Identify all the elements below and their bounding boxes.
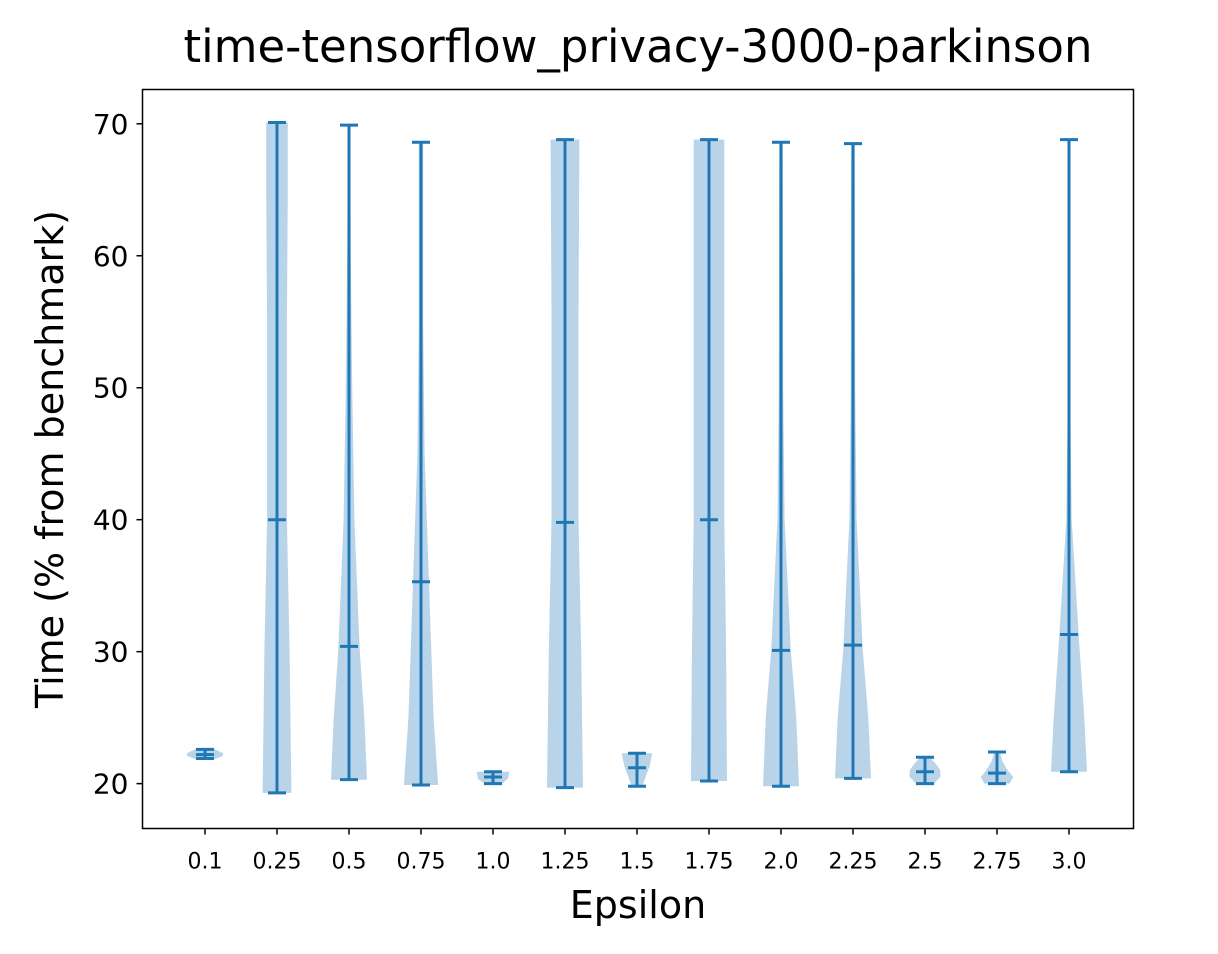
violin-1.5: [621, 751, 653, 788]
chart-title: time-tensorflow_privacy-3000-parkinson: [184, 20, 1093, 73]
x-tick-label: 3.0: [1052, 850, 1087, 875]
x-tick-label: 2.5: [908, 850, 943, 875]
x-tick-label: 0.75: [397, 850, 446, 875]
plot-frame: [141, 88, 1135, 830]
violin-2.75: [980, 750, 1014, 786]
violin-0.25: [262, 120, 292, 795]
x-tick-label: 2.0: [764, 850, 799, 875]
y-tick-label: 60: [93, 240, 129, 273]
y-tick-label: 20: [93, 768, 129, 801]
y-axis-label: Time (% from benchmark): [28, 210, 72, 709]
x-tick-label: 2.25: [829, 850, 878, 875]
violin-2.25: [835, 142, 871, 780]
violin-0.1: [187, 747, 223, 761]
y-tick-label: 30: [93, 636, 129, 669]
violin-2.0: [763, 140, 799, 788]
y-tick-label: 70: [93, 108, 129, 141]
x-axis-label: Epsilon: [570, 883, 706, 927]
violin-0.75: [403, 140, 439, 787]
x-tick-label: 0.5: [332, 850, 367, 875]
x-tick-label: 1.5: [620, 850, 655, 875]
ticks-layer: 0.1 0.25 0.5 0.75 1.0 1.25 1.5 1.75 2.0 2.25 2.5 2.…: [93, 108, 1087, 875]
violin-3.0: [1051, 138, 1087, 774]
violin-0.5: [331, 123, 367, 782]
violin-1.75: [691, 138, 727, 783]
y-tick-label: 40: [93, 504, 129, 537]
x-tick-label: 0.1: [188, 850, 223, 875]
violin-1.0: [476, 770, 510, 786]
violins-layer: [187, 120, 1087, 795]
x-tick-label: 1.75: [685, 850, 734, 875]
x-tick-label: 2.75: [973, 850, 1022, 875]
violin-1.25: [547, 138, 583, 790]
violin-2.5: [909, 755, 941, 786]
x-tick-label: 1.0: [476, 850, 511, 875]
x-tick-label: 0.25: [253, 850, 302, 875]
x-tick-label: 1.25: [541, 850, 590, 875]
y-tick-label: 50: [93, 372, 129, 405]
